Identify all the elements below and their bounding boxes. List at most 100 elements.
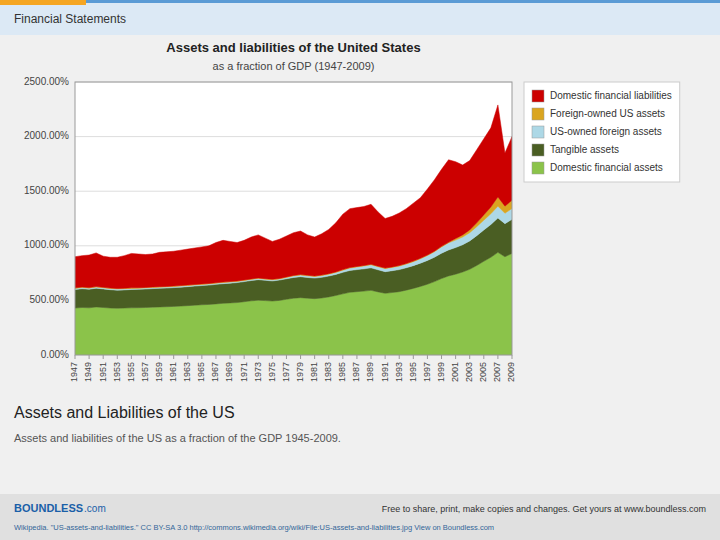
footer-brand: BOUNDLESS [14,502,83,514]
x-tick-label: 1973 [253,362,263,382]
x-tick [427,355,428,359]
x-tick-label: 1961 [168,362,178,382]
x-tick [215,355,216,359]
x-tick [201,355,202,359]
legend-swatch [532,144,544,156]
x-tick [230,355,231,359]
x-tick [455,355,456,359]
y-tick-label: 1000.00% [24,239,69,250]
legend-label: Domestic financial assets [550,162,663,173]
x-tick [497,355,498,359]
x-tick [413,355,414,359]
x-tick-label: 1983 [323,362,333,382]
header-stripe [0,0,86,5]
x-tick [371,355,372,359]
page-heading: Assets and Liabilities of the US [14,404,235,421]
x-tick [314,355,315,359]
x-tick-label: 1969 [224,362,234,382]
x-tick-label: 1989 [365,362,375,382]
x-tick [512,355,513,359]
x-tick-label: 1997 [422,362,432,382]
x-tick-label: 1963 [182,362,192,382]
x-axis: 1947 1949 1951 1953 1955 1957 1959 1961 1963 1965… [69,355,516,382]
x-tick-label: 1993 [394,362,404,382]
x-tick-label: 1955 [126,362,136,382]
x-tick [131,355,132,359]
legend-swatch [532,108,544,120]
x-tick [159,355,160,359]
areas [75,105,512,355]
x-tick [145,355,146,359]
x-tick-label: 1995 [408,362,418,382]
footer-brand-suffix: .com [84,503,106,514]
x-tick-label: 1957 [140,362,150,382]
x-tick [328,355,329,359]
x-tick [441,355,442,359]
chart-canvas: Financial Statements Assets and liabiliti… [0,0,720,540]
x-tick-label: 1981 [309,362,319,382]
x-tick-label: 1999 [436,362,446,382]
x-tick-label: 1991 [380,362,390,382]
x-tick-label: 1949 [83,362,93,382]
footer-source: Wikipedia. "US-assets-and-liabilities." … [14,523,494,532]
x-tick [103,355,104,359]
area-series [75,105,512,289]
x-tick [258,355,259,359]
x-tick-label: 1967 [210,362,220,382]
x-tick-label: 2007 [492,362,502,382]
footer-bar [0,494,720,540]
legend-label: Tangible assets [550,144,619,155]
x-tick [469,355,470,359]
legend-label: US-owned foreign assets [550,126,662,137]
x-tick-label: 1951 [98,362,108,382]
x-tick-label: 1953 [112,362,122,382]
y-tick-label: 2000.00% [24,130,69,141]
legend-label: Domestic financial liabilities [550,90,672,101]
x-tick [187,355,188,359]
x-tick [399,355,400,359]
x-tick-label: 2005 [478,362,488,382]
legend-box [524,82,680,182]
x-tick [483,355,484,359]
legend: Domestic financial liabilities Foreign-ow… [524,82,680,182]
x-tick [89,355,90,359]
plot-frame [75,82,512,355]
x-tick [300,355,301,359]
x-tick-label: 2009 [506,362,516,382]
x-tick [286,355,287,359]
x-tick-label: 1965 [196,362,206,382]
header-bar [0,0,720,35]
x-tick [342,355,343,359]
x-tick-label: 1977 [281,362,291,382]
x-tick [173,355,174,359]
x-tick [244,355,245,359]
y-tick-label: 0.00% [41,349,69,360]
x-tick [75,355,76,359]
y-tick-label: 1500.00% [24,185,69,196]
header-accent [0,0,720,3]
x-tick-label: 1979 [295,362,305,382]
plot-background [75,82,512,355]
chart-title: Assets and liabilities of the United Sta… [166,40,420,55]
x-tick-label: 1947 [69,362,79,382]
x-tick [272,355,273,359]
legend-swatch [532,162,544,174]
x-tick-label: 1971 [239,362,249,382]
legend-label: Foreign-owned US assets [550,108,665,119]
y-tick-label: 500.00% [30,294,70,305]
x-tick [356,355,357,359]
x-tick-label: 2003 [464,362,474,382]
footer-note: Free to share, print, make copies and ch… [382,504,706,514]
chart-subtitle: as a fraction of GDP (1947-2009) [213,60,375,72]
x-tick [385,355,386,359]
grid [75,82,512,355]
grid-line [75,136,512,137]
x-tick-label: 1959 [154,362,164,382]
header-text: Financial Statements [14,12,126,26]
x-tick-label: 1987 [351,362,361,382]
page-description: Assets and liabilities of the US as a fr… [14,432,341,444]
x-tick-label: 1975 [267,362,277,382]
page-background [0,0,720,540]
legend-swatch [532,126,544,138]
x-tick-label: 1985 [337,362,347,382]
